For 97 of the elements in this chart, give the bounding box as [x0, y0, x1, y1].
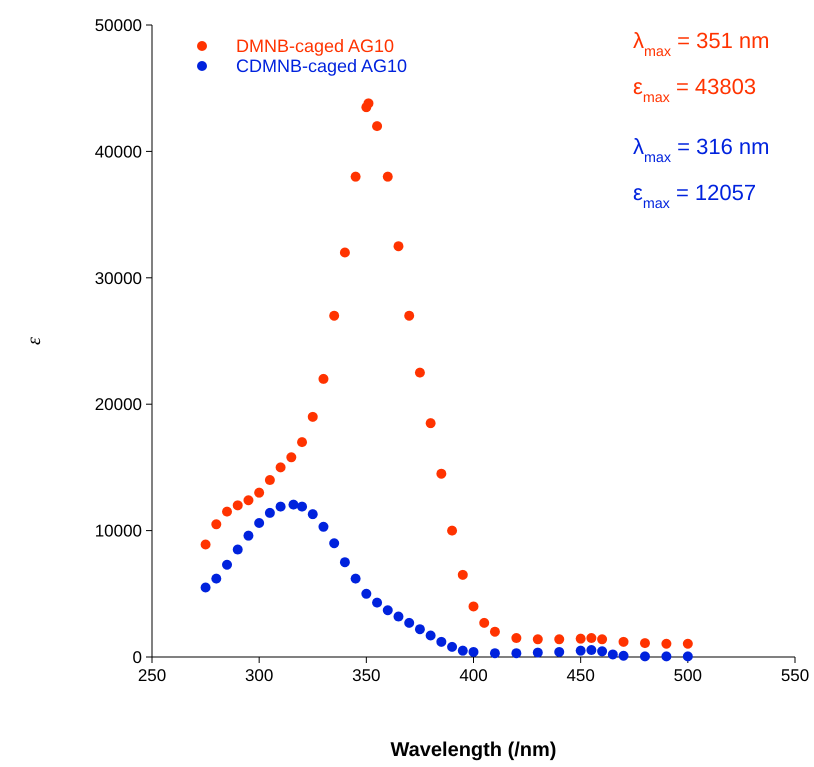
point	[288, 500, 298, 510]
point	[447, 642, 458, 652]
point	[372, 598, 382, 608]
point	[264, 508, 275, 518]
y-tick-label: 20000	[94, 395, 142, 414]
point	[554, 634, 564, 644]
point	[363, 98, 374, 108]
point	[490, 626, 500, 637]
point	[232, 544, 243, 555]
point	[447, 526, 458, 536]
point	[308, 412, 318, 422]
point	[382, 172, 393, 182]
point	[682, 638, 693, 649]
annotation: λ$_{max}$ = 351 nm	[633, 28, 770, 60]
point	[340, 248, 350, 258]
point	[393, 241, 404, 252]
point	[586, 633, 596, 644]
x-tick-label: 550	[780, 666, 810, 685]
point	[532, 648, 543, 658]
point	[254, 518, 264, 528]
point	[200, 582, 211, 592]
point	[243, 495, 254, 506]
point	[308, 509, 318, 520]
point	[532, 634, 543, 644]
point	[436, 468, 446, 479]
point	[329, 310, 340, 321]
point	[318, 522, 328, 532]
y-tick-label: 30000	[94, 268, 142, 288]
point	[597, 646, 608, 656]
x-tick-label: 350	[352, 666, 381, 685]
point	[361, 588, 372, 599]
point	[661, 651, 672, 662]
point	[297, 437, 308, 448]
point	[640, 651, 650, 662]
point	[554, 646, 564, 657]
point	[597, 634, 608, 644]
point	[211, 574, 222, 584]
point	[350, 574, 361, 584]
point	[254, 488, 264, 498]
point	[640, 638, 650, 648]
annotation: ε$_{max}$ = 43803	[633, 74, 756, 106]
x-tick-label: 500	[674, 666, 702, 685]
point	[297, 502, 308, 512]
point	[661, 638, 672, 649]
point	[222, 506, 232, 517]
point	[426, 418, 436, 428]
point	[618, 650, 629, 661]
point	[490, 648, 500, 658]
y-axis-title: ε	[23, 336, 45, 345]
point	[200, 540, 211, 550]
point	[232, 500, 243, 510]
point	[618, 636, 629, 647]
point	[511, 633, 522, 644]
point	[682, 651, 693, 662]
point	[458, 570, 468, 580]
point	[318, 374, 328, 384]
x-tick-label: 250	[138, 666, 166, 685]
point	[511, 648, 522, 658]
point	[468, 601, 478, 612]
point	[340, 557, 350, 568]
point	[586, 645, 596, 656]
point	[243, 530, 254, 541]
point	[372, 121, 382, 132]
point	[468, 646, 478, 657]
point	[393, 612, 404, 622]
point	[576, 646, 586, 656]
point	[414, 368, 425, 378]
point	[211, 519, 222, 530]
point	[479, 618, 490, 628]
annotation: ε$_{max}$ = 12057	[633, 180, 756, 212]
point	[414, 624, 425, 634]
point	[264, 475, 275, 486]
point	[222, 560, 232, 570]
point	[426, 630, 436, 641]
point	[608, 649, 618, 660]
point	[458, 646, 468, 656]
point	[276, 462, 286, 472]
point	[436, 636, 446, 647]
point	[382, 605, 393, 616]
point	[576, 634, 586, 644]
point	[276, 502, 286, 512]
x-tick-label: 450	[566, 666, 595, 685]
annotation: λ$_{max}$ = 316 nm	[633, 134, 770, 166]
x-tick-label: 300	[244, 666, 274, 685]
legend-label: CDMNB-caged AG10	[236, 56, 408, 76]
point	[286, 452, 296, 462]
x-axis-title: Wavelength (/nm)	[390, 739, 556, 761]
point	[329, 538, 340, 548]
point	[350, 172, 361, 182]
y-tick-label: 40000	[94, 142, 142, 162]
y-tick-label: 10000	[94, 522, 142, 541]
x-tick-label: 400	[459, 666, 488, 685]
point	[404, 618, 414, 628]
y-tick-label: 50000	[94, 16, 142, 35]
point	[404, 310, 414, 321]
y-tick-label: 0	[132, 648, 142, 667]
legend-label: DMNB-caged AG10	[236, 36, 394, 56]
